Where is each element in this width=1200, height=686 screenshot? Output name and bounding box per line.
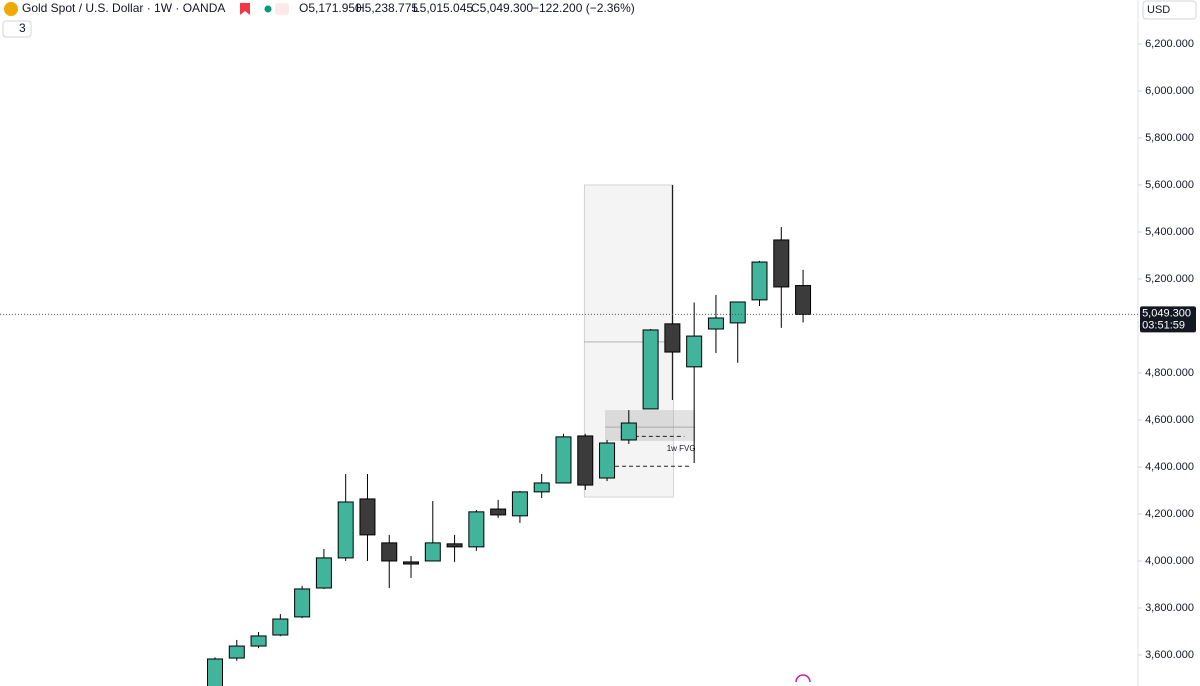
- zone-box: [583, 184, 674, 498]
- candle-body: [751, 261, 768, 301]
- y-tick-label: 5,600.000: [1145, 179, 1194, 191]
- ohlc-low: L5,015.045: [413, 1, 473, 15]
- candle-body: [403, 561, 420, 565]
- y-tick-label: 4,000.000: [1145, 555, 1194, 567]
- candle-body: [424, 542, 441, 562]
- ohlc-change: −122.200 (−2.36%): [532, 1, 635, 15]
- ohlc-close: C5,049.300: [471, 1, 533, 15]
- symbol-icon: [4, 2, 18, 16]
- y-tick-label: 5,200.000: [1145, 273, 1194, 285]
- candle-body: [729, 301, 746, 324]
- candle-body: [795, 285, 812, 315]
- y-tick-label: 4,400.000: [1145, 461, 1194, 473]
- ohlc-open: O5,171.950: [299, 1, 362, 15]
- y-tick-label: 5,400.000: [1145, 226, 1194, 238]
- candle-body: [707, 317, 724, 330]
- y-tick-label: 4,200.000: [1145, 508, 1194, 520]
- last-price-box: [1140, 306, 1196, 333]
- flag-icon[interactable]: [240, 3, 250, 15]
- candle-body: [315, 557, 332, 589]
- y-tick-label: 4,800.000: [1145, 367, 1194, 379]
- candle-body: [533, 482, 550, 493]
- candle-body: [446, 543, 463, 548]
- candle-body: [294, 588, 311, 618]
- ohlc-high: H5,238.775: [356, 1, 418, 15]
- candle-body: [599, 442, 616, 479]
- y-tick-label: 3,800.000: [1145, 602, 1194, 614]
- countdown: 03:51:59: [1142, 319, 1185, 331]
- candle-body: [490, 508, 507, 516]
- logo-icon: [795, 674, 811, 683]
- status-dot: [264, 5, 272, 13]
- candle-body: [207, 658, 223, 686]
- y-tick-label: 5,800.000: [1145, 132, 1194, 144]
- candle-body: [272, 618, 289, 636]
- plot-area: 1w FVG: [207, 184, 812, 686]
- candle-body: [337, 501, 354, 559]
- candle-body: [773, 239, 790, 288]
- candle-body: [577, 435, 594, 486]
- candle-body: [228, 645, 245, 659]
- candle-body: [620, 422, 637, 441]
- zone-box: [605, 410, 696, 441]
- last-price-label: 5,049.300: [1142, 307, 1191, 319]
- candle-body: [555, 436, 572, 484]
- y-tick-label: 4,600.000: [1145, 414, 1194, 426]
- candle-body: [468, 511, 485, 548]
- symbol-title[interactable]: Gold Spot / U.S. Dollar · 1W · OANDA: [22, 1, 225, 15]
- candle-body: [642, 329, 659, 410]
- collapse-count[interactable]: 3: [19, 21, 26, 35]
- y-tick-label: 3,600.000: [1145, 649, 1194, 661]
- currency-button[interactable]: [1142, 0, 1197, 20]
- candle-body: [381, 542, 398, 562]
- zone-label: 1w FVG: [667, 444, 696, 453]
- candle-body: [511, 491, 528, 517]
- collapse-button[interactable]: [2, 20, 32, 38]
- candle-body: [664, 323, 681, 353]
- candle-body: [359, 498, 376, 536]
- status-badge: [275, 3, 289, 15]
- currency-label[interactable]: USD: [1147, 4, 1170, 16]
- y-tick-label: 6,200.000: [1145, 38, 1194, 50]
- candle-body: [250, 635, 267, 647]
- y-tick-label: 6,000.000: [1145, 85, 1194, 97]
- candle-body: [686, 335, 703, 368]
